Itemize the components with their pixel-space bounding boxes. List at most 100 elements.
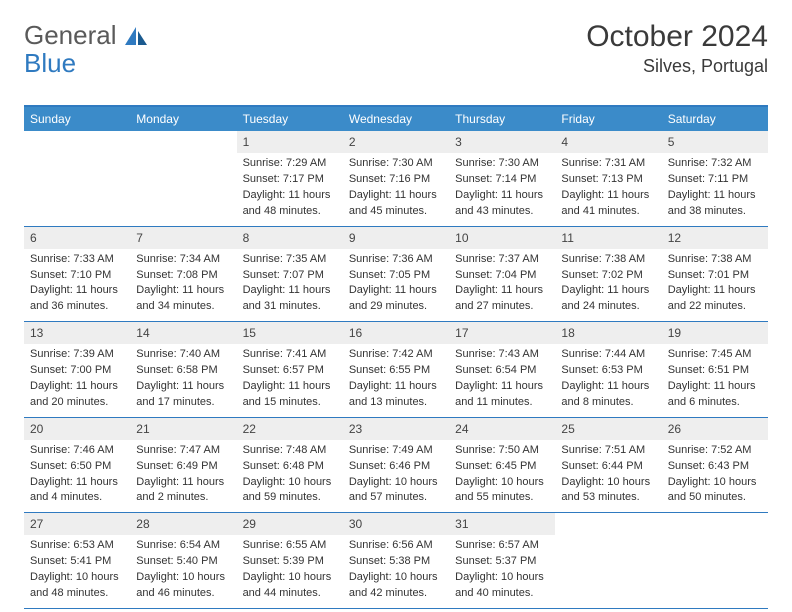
day-data: Sunrise: 7:41 AMSunset: 6:57 PMDaylight:… — [237, 344, 343, 416]
day-day2: and 11 minutes. — [455, 395, 549, 410]
day-day2: and 13 minutes. — [349, 395, 443, 410]
day-number: 25 — [555, 418, 661, 440]
day-cell: 24Sunrise: 7:50 AMSunset: 6:45 PMDayligh… — [449, 418, 555, 513]
day-number: 5 — [662, 131, 768, 153]
day-day2: and 48 minutes. — [30, 586, 124, 601]
day-day2: and 55 minutes. — [455, 490, 549, 505]
day-sunrise: Sunrise: 7:31 AM — [561, 156, 655, 171]
day-number: 16 — [343, 322, 449, 344]
day-day2: and 43 minutes. — [455, 204, 549, 219]
day-day1: Daylight: 11 hours — [136, 379, 230, 394]
day-data: Sunrise: 6:54 AMSunset: 5:40 PMDaylight:… — [130, 535, 236, 607]
day-day2: and 27 minutes. — [455, 299, 549, 314]
day-data: Sunrise: 7:30 AMSunset: 7:16 PMDaylight:… — [343, 153, 449, 225]
day-sunrise: Sunrise: 7:51 AM — [561, 443, 655, 458]
day-number: 13 — [24, 322, 130, 344]
day-number: 20 — [24, 418, 130, 440]
day-day1: Daylight: 10 hours — [349, 475, 443, 490]
day-day2: and 17 minutes. — [136, 395, 230, 410]
day-cell: 25Sunrise: 7:51 AMSunset: 6:44 PMDayligh… — [555, 418, 661, 513]
day-data: Sunrise: 6:55 AMSunset: 5:39 PMDaylight:… — [237, 535, 343, 607]
day-cell: 22Sunrise: 7:48 AMSunset: 6:48 PMDayligh… — [237, 418, 343, 513]
day-cell: 17Sunrise: 7:43 AMSunset: 6:54 PMDayligh… — [449, 322, 555, 417]
week-row: 13Sunrise: 7:39 AMSunset: 7:00 PMDayligh… — [24, 322, 768, 418]
day-sunset: Sunset: 7:01 PM — [668, 268, 762, 283]
day-day2: and 29 minutes. — [349, 299, 443, 314]
day-number: 27 — [24, 513, 130, 535]
day-data: Sunrise: 7:44 AMSunset: 6:53 PMDaylight:… — [555, 344, 661, 416]
week-row: 1Sunrise: 7:29 AMSunset: 7:17 PMDaylight… — [24, 131, 768, 227]
day-day1: Daylight: 11 hours — [349, 379, 443, 394]
day-day1: Daylight: 11 hours — [30, 283, 124, 298]
day-cell: 30Sunrise: 6:56 AMSunset: 5:38 PMDayligh… — [343, 513, 449, 608]
day-data: Sunrise: 7:38 AMSunset: 7:01 PMDaylight:… — [662, 249, 768, 321]
day-day2: and 44 minutes. — [243, 586, 337, 601]
day-sunset: Sunset: 7:10 PM — [30, 268, 124, 283]
day-day2: and 34 minutes. — [136, 299, 230, 314]
calendar: Sunday Monday Tuesday Wednesday Thursday… — [24, 105, 768, 609]
day-cell: 14Sunrise: 7:40 AMSunset: 6:58 PMDayligh… — [130, 322, 236, 417]
day-sunset: Sunset: 7:14 PM — [455, 172, 549, 187]
day-day1: Daylight: 10 hours — [243, 570, 337, 585]
day-data: Sunrise: 7:45 AMSunset: 6:51 PMDaylight:… — [662, 344, 768, 416]
day-number: 4 — [555, 131, 661, 153]
day-sunrise: Sunrise: 6:53 AM — [30, 538, 124, 553]
day-cell: 5Sunrise: 7:32 AMSunset: 7:11 PMDaylight… — [662, 131, 768, 226]
day-day1: Daylight: 11 hours — [136, 475, 230, 490]
day-number: 28 — [130, 513, 236, 535]
day-day2: and 22 minutes. — [668, 299, 762, 314]
day-day2: and 4 minutes. — [30, 490, 124, 505]
day-day1: Daylight: 11 hours — [668, 379, 762, 394]
day-header: Monday — [130, 107, 236, 131]
day-sunset: Sunset: 6:50 PM — [30, 459, 124, 474]
day-cell: 13Sunrise: 7:39 AMSunset: 7:00 PMDayligh… — [24, 322, 130, 417]
day-cell: 31Sunrise: 6:57 AMSunset: 5:37 PMDayligh… — [449, 513, 555, 608]
day-number: 29 — [237, 513, 343, 535]
day-day2: and 59 minutes. — [243, 490, 337, 505]
day-sunset: Sunset: 7:04 PM — [455, 268, 549, 283]
day-data: Sunrise: 7:48 AMSunset: 6:48 PMDaylight:… — [237, 440, 343, 512]
day-day1: Daylight: 11 hours — [243, 379, 337, 394]
day-cell: 28Sunrise: 6:54 AMSunset: 5:40 PMDayligh… — [130, 513, 236, 608]
day-day1: Daylight: 11 hours — [30, 475, 124, 490]
day-sunrise: Sunrise: 7:30 AM — [455, 156, 549, 171]
day-data: Sunrise: 7:38 AMSunset: 7:02 PMDaylight:… — [555, 249, 661, 321]
day-day2: and 40 minutes. — [455, 586, 549, 601]
day-cell: 12Sunrise: 7:38 AMSunset: 7:01 PMDayligh… — [662, 227, 768, 322]
day-cell: 4Sunrise: 7:31 AMSunset: 7:13 PMDaylight… — [555, 131, 661, 226]
day-sunrise: Sunrise: 7:50 AM — [455, 443, 549, 458]
day-number: 19 — [662, 322, 768, 344]
day-number: 30 — [343, 513, 449, 535]
day-day2: and 42 minutes. — [349, 586, 443, 601]
day-day2: and 6 minutes. — [668, 395, 762, 410]
day-data: Sunrise: 7:42 AMSunset: 6:55 PMDaylight:… — [343, 344, 449, 416]
day-cell: 10Sunrise: 7:37 AMSunset: 7:04 PMDayligh… — [449, 227, 555, 322]
day-number: 3 — [449, 131, 555, 153]
day-data: Sunrise: 7:40 AMSunset: 6:58 PMDaylight:… — [130, 344, 236, 416]
logo-text-2: Blue — [24, 48, 76, 79]
day-day1: Daylight: 10 hours — [349, 570, 443, 585]
day-sunset: Sunset: 7:13 PM — [561, 172, 655, 187]
day-sunrise: Sunrise: 7:42 AM — [349, 347, 443, 362]
day-sunrise: Sunrise: 6:56 AM — [349, 538, 443, 553]
day-sunrise: Sunrise: 7:32 AM — [668, 156, 762, 171]
day-number: 14 — [130, 322, 236, 344]
day-day2: and 8 minutes. — [561, 395, 655, 410]
day-day2: and 53 minutes. — [561, 490, 655, 505]
day-day2: and 36 minutes. — [30, 299, 124, 314]
day-data: Sunrise: 7:52 AMSunset: 6:43 PMDaylight:… — [662, 440, 768, 512]
day-sunset: Sunset: 6:45 PM — [455, 459, 549, 474]
day-cell: 1Sunrise: 7:29 AMSunset: 7:17 PMDaylight… — [237, 131, 343, 226]
day-day1: Daylight: 11 hours — [243, 283, 337, 298]
day-cell: 19Sunrise: 7:45 AMSunset: 6:51 PMDayligh… — [662, 322, 768, 417]
day-sunrise: Sunrise: 7:37 AM — [455, 252, 549, 267]
day-day2: and 20 minutes. — [30, 395, 124, 410]
day-day1: Daylight: 11 hours — [455, 379, 549, 394]
day-number: 31 — [449, 513, 555, 535]
day-sunset: Sunset: 6:54 PM — [455, 363, 549, 378]
day-number: 17 — [449, 322, 555, 344]
day-cell: 7Sunrise: 7:34 AMSunset: 7:08 PMDaylight… — [130, 227, 236, 322]
day-sunrise: Sunrise: 7:46 AM — [30, 443, 124, 458]
month-title: October 2024 — [586, 20, 768, 54]
day-number: 11 — [555, 227, 661, 249]
